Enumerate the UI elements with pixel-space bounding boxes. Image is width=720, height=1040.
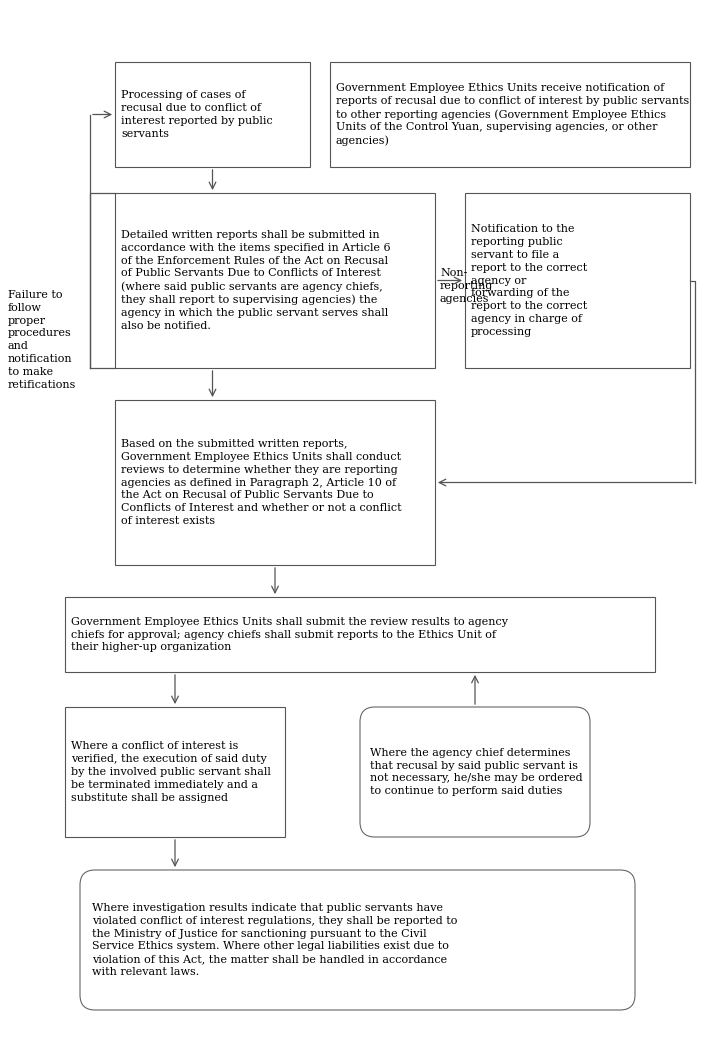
Text: Based on the submitted written reports,
Government Employee Ethics Units shall c: Based on the submitted written reports, … bbox=[121, 439, 402, 526]
FancyBboxPatch shape bbox=[360, 707, 590, 837]
Text: Notification to the
reporting public
servant to file a
report to the correct
age: Notification to the reporting public ser… bbox=[471, 225, 588, 337]
FancyBboxPatch shape bbox=[465, 193, 690, 368]
Text: Government Employee Ethics Units shall submit the review results to agency
chief: Government Employee Ethics Units shall s… bbox=[71, 617, 508, 652]
Text: Where the agency chief determines
that recusal by said public servant is
not nec: Where the agency chief determines that r… bbox=[370, 748, 582, 797]
Text: Failure to
follow
proper
procedures
and
notification
to make
retifications: Failure to follow proper procedures and … bbox=[8, 290, 76, 390]
Text: Processing of cases of
recusal due to conflict of
interest reported by public
se: Processing of cases of recusal due to co… bbox=[121, 90, 273, 138]
Text: Where a conflict of interest is
verified, the execution of said duty
by the invo: Where a conflict of interest is verified… bbox=[71, 742, 271, 803]
Text: Non-
reporting
agencies: Non- reporting agencies bbox=[440, 268, 493, 304]
FancyBboxPatch shape bbox=[330, 62, 690, 167]
Text: Government Employee Ethics Units receive notification of
reports of recusal due : Government Employee Ethics Units receive… bbox=[336, 83, 689, 146]
FancyBboxPatch shape bbox=[115, 400, 435, 565]
FancyBboxPatch shape bbox=[115, 193, 435, 368]
FancyBboxPatch shape bbox=[65, 597, 655, 672]
FancyBboxPatch shape bbox=[80, 870, 635, 1010]
Text: Detailed written reports shall be submitted in
accordance with the items specifi: Detailed written reports shall be submit… bbox=[121, 230, 391, 331]
Text: Where investigation results indicate that public servants have
violated conflict: Where investigation results indicate tha… bbox=[92, 903, 457, 977]
FancyBboxPatch shape bbox=[115, 62, 310, 167]
FancyBboxPatch shape bbox=[65, 707, 285, 837]
